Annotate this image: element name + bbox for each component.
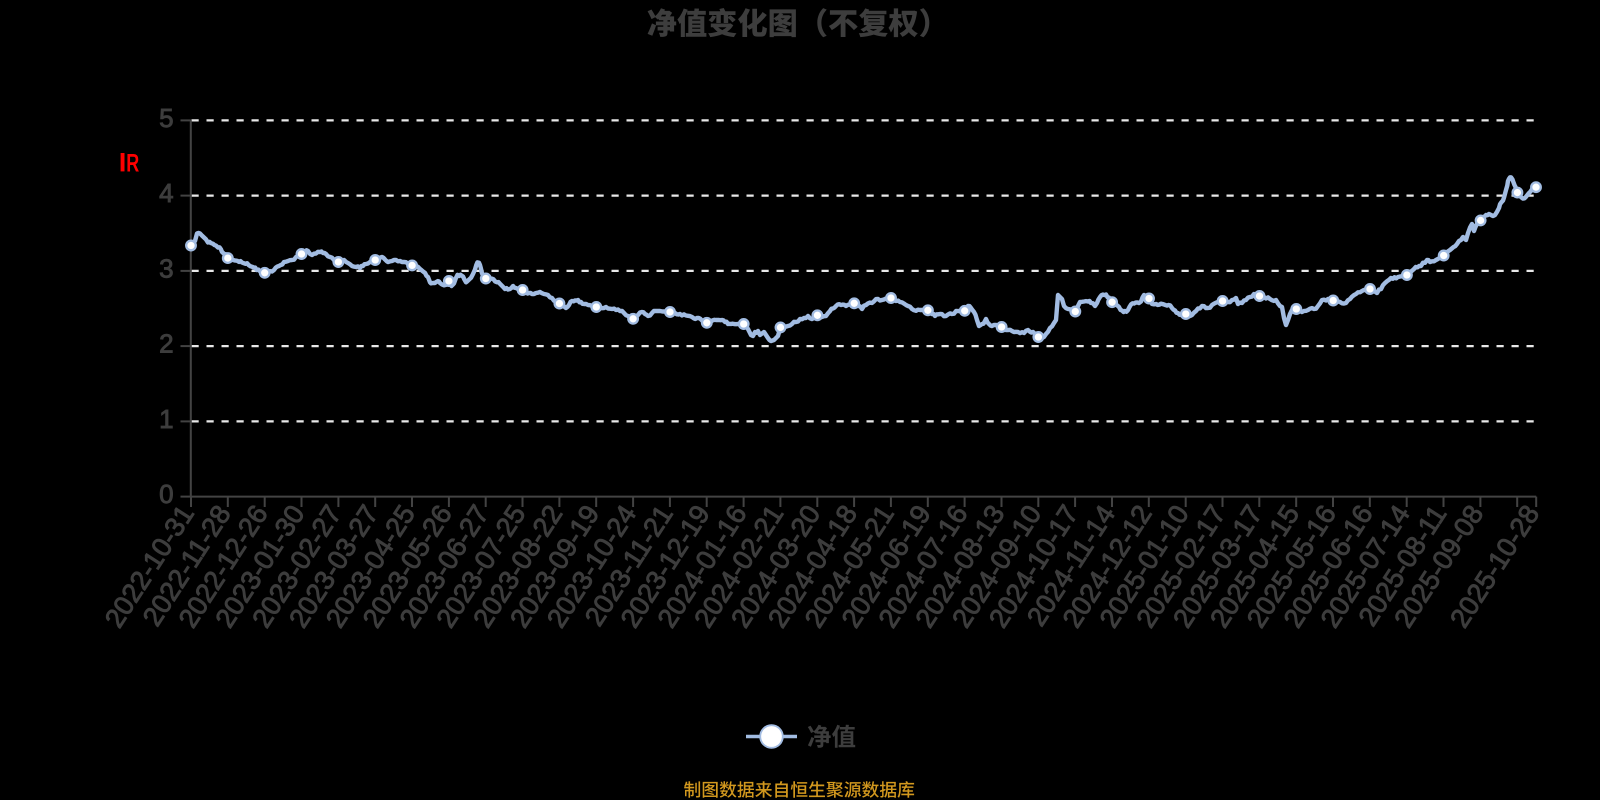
svg-text:0: 0 bbox=[159, 479, 173, 509]
svg-text:4: 4 bbox=[159, 178, 173, 208]
svg-text:1: 1 bbox=[159, 404, 173, 434]
svg-text:5: 5 bbox=[159, 103, 173, 133]
svg-text:R: R bbox=[126, 148, 139, 177]
svg-text:3: 3 bbox=[159, 254, 173, 284]
svg-text:2: 2 bbox=[159, 329, 173, 359]
